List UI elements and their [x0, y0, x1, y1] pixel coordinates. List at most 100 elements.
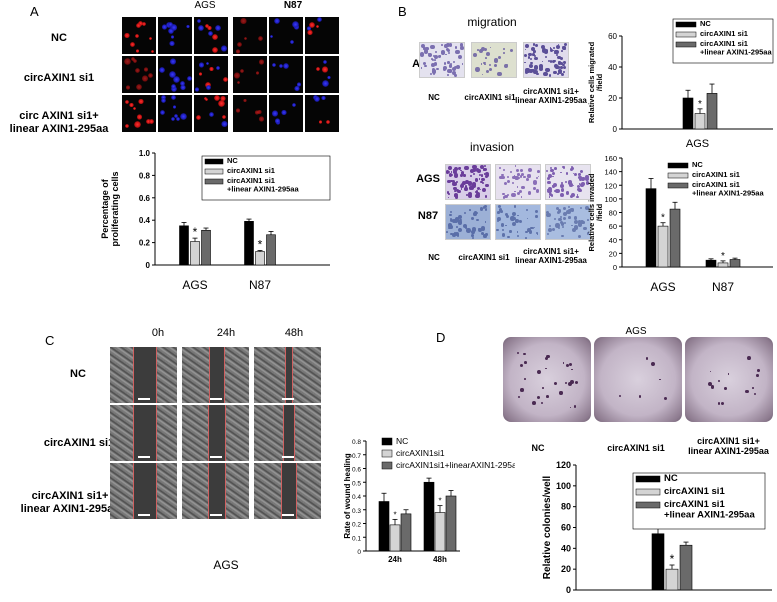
legend-swatch [204, 158, 224, 165]
bar [717, 262, 729, 268]
panel-a-row-nc: NC [51, 32, 67, 44]
fluorescence-tile [233, 56, 267, 93]
fluorescence-tile [122, 56, 156, 93]
bar [657, 225, 669, 268]
fluorescence-tile [269, 56, 303, 93]
significance-marker: * [193, 225, 198, 239]
migration-title: migration [467, 15, 517, 29]
bar [679, 544, 693, 591]
transwell-image [523, 42, 569, 78]
wound-image [182, 405, 249, 461]
y-tick-label: 0 [357, 549, 361, 556]
panel-c-label: C [45, 333, 55, 348]
y-tick-label: 0.3 [352, 508, 361, 515]
bar [434, 512, 446, 552]
legend-label: circAXIN1 si1 [692, 170, 740, 179]
transwell-image [495, 204, 541, 240]
fluorescence-tile [122, 95, 156, 132]
legend-swatch [204, 168, 224, 175]
wound-healing-images [110, 347, 335, 519]
fluorescence-tile [269, 17, 303, 54]
y-tick-label: 40 [608, 63, 617, 72]
bar [423, 481, 435, 552]
bar [190, 241, 200, 266]
y-tick-label: 20 [609, 249, 617, 258]
legend-label: circAXIN1 si1 +linear AXIN1-295aa [692, 180, 764, 198]
migration-images [419, 42, 584, 78]
proliferation-chart: 0 0.2 0.4 0.6 0.8 1.0 Percentage ofproliferati… [100, 149, 331, 292]
bar [378, 501, 390, 552]
y-tick-label: 0.6 [352, 467, 361, 474]
significance-marker: * [721, 251, 725, 262]
legend-label: circAXIN1 si1 +linear AXIN1-295aa [227, 176, 299, 194]
legend-label: circAXIN1 si1 +linear AXIN1-295aa [700, 39, 772, 57]
y-tick-label: 60 [608, 32, 617, 41]
transwell-image [545, 204, 591, 240]
migration-col-nc: NC [428, 93, 440, 102]
colony-dish-images [503, 337, 775, 422]
y-tick-label: 140 [604, 168, 617, 177]
legend-label: circAXIN1si1 [396, 448, 445, 458]
invasion-row-ags: AGS [416, 173, 440, 185]
bar [255, 251, 265, 266]
legend-swatch [675, 41, 697, 48]
x-tick-label: 48h [433, 555, 447, 564]
y-tick-label: 0.2 [139, 239, 151, 248]
y-tick-label: 0 [566, 585, 571, 595]
significance-marker: * [393, 510, 396, 519]
y-tick-label: 0.5 [352, 480, 361, 487]
fluorescence-tile [122, 17, 156, 54]
panel-b-label: B [398, 4, 407, 19]
invasion-row-n87: N87 [417, 210, 439, 222]
bar [682, 97, 694, 130]
y-tick-label: 0.6 [139, 194, 151, 203]
migration-col-rescue: circAXIN1 si1+ linear AXIN1-295aa [515, 87, 587, 105]
fluorescence-tile [194, 95, 228, 132]
transwell-image [495, 164, 541, 200]
bar [266, 234, 276, 266]
y-axis-label: Relative cells migrated/field [588, 41, 604, 123]
legend-swatch [675, 31, 697, 38]
wound-image [254, 463, 321, 519]
panel-c-row-nc: NC [70, 368, 86, 380]
fluorescence-tile [269, 95, 303, 132]
panel-d-col-rescue: circAXIN1 si1+ linear AXIN1-295aa [688, 436, 769, 456]
transwell-image [471, 42, 517, 78]
y-tick-label: 0.8 [139, 171, 151, 180]
bar [669, 208, 681, 268]
invasion-col-nc: NC [428, 253, 440, 262]
y-tick-label: 0.7 [352, 453, 361, 460]
wound-image [254, 405, 321, 461]
wound-image [254, 347, 321, 403]
y-tick-label: 80 [609, 209, 617, 218]
fluorescence-tile [194, 56, 228, 93]
legend-swatch [675, 21, 697, 28]
panel-c-footer: AGS [213, 558, 239, 572]
legend-swatch [381, 437, 393, 446]
fluorescence-tile [305, 95, 339, 132]
transwell-image [445, 204, 491, 240]
x-axis-label: AGS [686, 138, 709, 150]
y-tick-label: 40 [609, 236, 617, 245]
legend-swatch [635, 475, 661, 483]
invasion-chart: 0 20 40 60 80 100 120 140 160 Relative cells inva… [588, 154, 773, 294]
y-tick-label: 20 [608, 94, 617, 103]
colony-dish [594, 337, 682, 422]
legend-swatch [381, 461, 393, 470]
panel-d-label: D [436, 330, 446, 345]
legend-label: circAXIN1 si1 [700, 29, 748, 38]
panel-a-label: A [30, 4, 39, 19]
legend-swatch [204, 178, 224, 185]
transwell-image [445, 164, 491, 200]
wound-image [182, 463, 249, 519]
invasion-col-rescue: circAXIN1 si1+ linear AXIN1-295aa [515, 247, 587, 265]
legend-label: circAXIN1 si1 +linear AXIN1-295aa [664, 499, 755, 521]
y-tick-label: 0.4 [352, 494, 361, 501]
legend-swatch [635, 488, 661, 496]
panel-c-row-rescue: circAXIN1 si1+ linear AXIN1-295aa [20, 490, 120, 515]
bar [645, 188, 657, 268]
